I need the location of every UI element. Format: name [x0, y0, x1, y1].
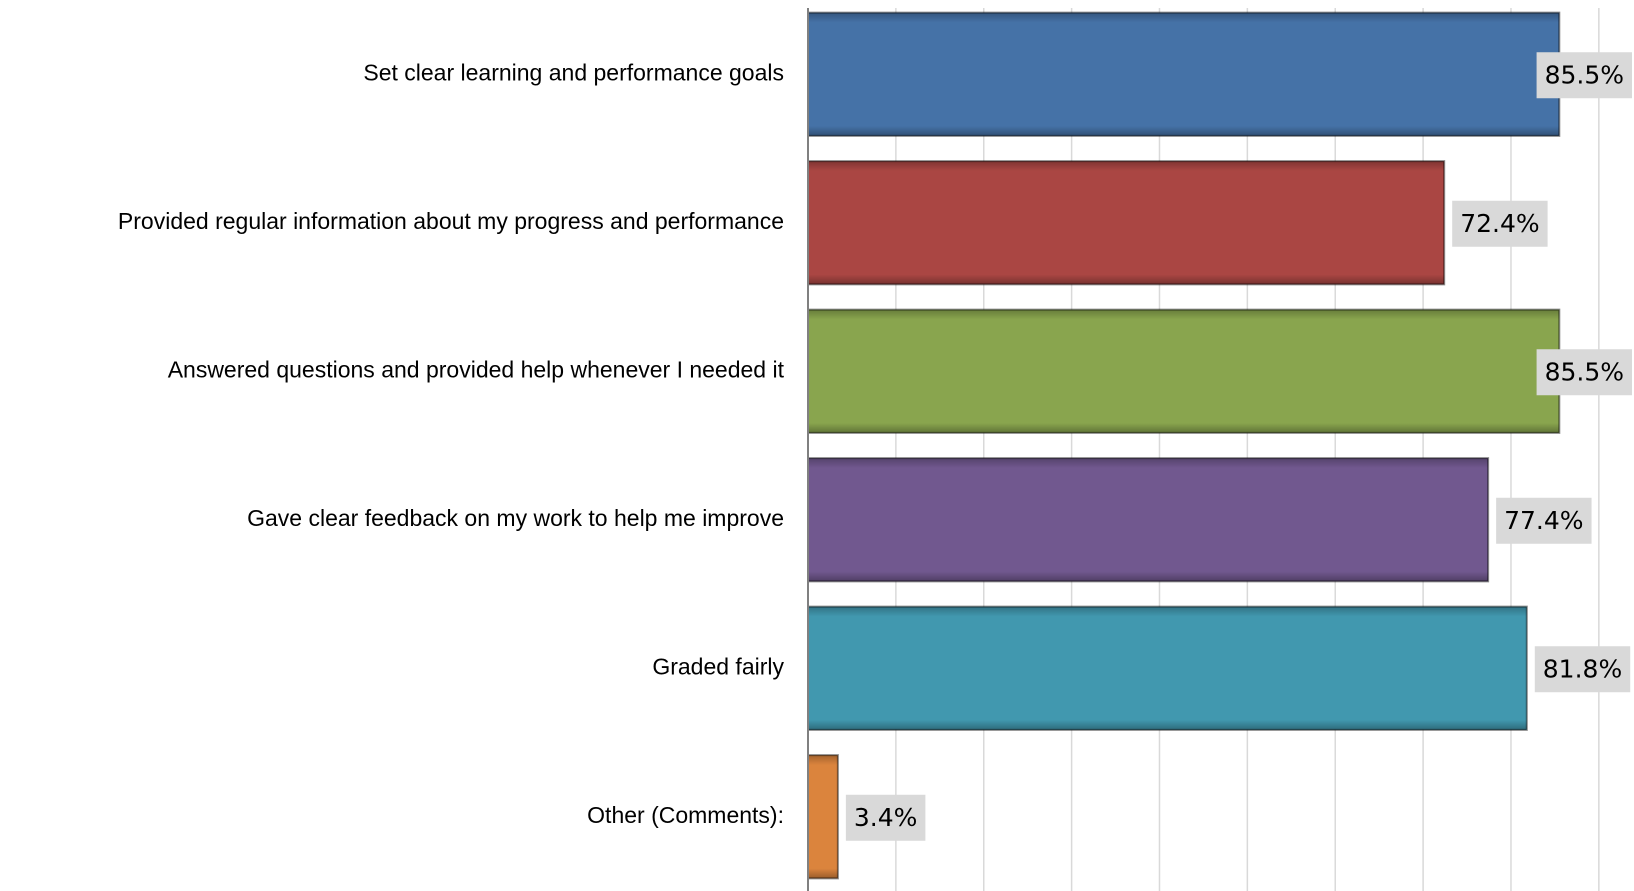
data-label-bg [1536, 52, 1632, 99]
data-label: 85.5% [1545, 357, 1624, 386]
data-label-bg [845, 794, 926, 841]
category-label: Other (Comments): [587, 802, 784, 828]
bar-shade [808, 606, 1527, 730]
category-label: Answered questions and provided help whe… [168, 356, 785, 382]
bar-shade [808, 309, 1560, 433]
data-label-bg [1534, 646, 1631, 693]
category-label: Gave clear feedback on my work to help m… [247, 505, 784, 531]
data-label: 85.5% [1545, 60, 1624, 89]
bar-shade [808, 12, 1560, 136]
data-label: 81.8% [1543, 654, 1622, 683]
category-label: Set clear learning and performance goals [363, 59, 784, 85]
data-label: 3.4% [854, 803, 918, 832]
bar-shade [808, 458, 1489, 582]
data-label-bg [1496, 497, 1592, 544]
bar-shade [808, 161, 1445, 285]
data-label-bg [1452, 200, 1548, 247]
category-label: Graded fairly [652, 653, 784, 679]
data-label: 72.4% [1460, 209, 1539, 238]
data-label: 77.4% [1504, 506, 1583, 535]
bar-shade [808, 755, 838, 879]
category-label: Provided regular information about my pr… [118, 208, 784, 234]
data-label-bg [1536, 349, 1632, 396]
